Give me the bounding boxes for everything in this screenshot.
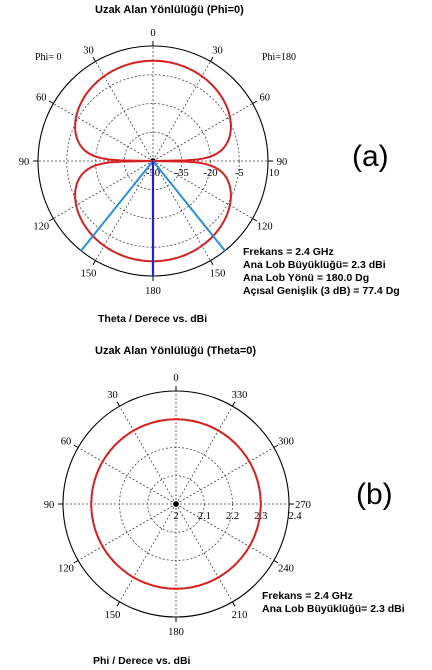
chart-b-tick-mark <box>116 401 120 407</box>
chart-a-radial-tick-label: -35 <box>175 168 189 179</box>
chart-b-info-line: Frekans = 2.4 GHz <box>262 590 353 602</box>
chart-b-footer: Phi / Derece vs. dBi <box>93 655 191 667</box>
chart-a-beamwidth-line <box>80 160 154 252</box>
chart-b-angle-tick-label: 330 <box>232 390 248 401</box>
chart-a-angle-tick-label: 30 <box>212 45 223 56</box>
chart-a-tick-mark <box>210 260 214 266</box>
chart-a-plot: 0306090120150180150120906030-50-35-20-51… <box>19 28 288 297</box>
chart-a-radial-tick-label: 10 <box>269 168 280 179</box>
chart-a-tick-mark <box>48 100 54 104</box>
chart-a-grid-spoke <box>95 160 154 261</box>
chart-b-gain-curve <box>90 418 262 590</box>
chart-b-tick-mark <box>232 601 236 607</box>
chart-b-center-marker <box>173 501 179 507</box>
chart-a-tick-mark <box>48 218 54 222</box>
chart-b-grid-spoke <box>175 447 275 505</box>
chart-b-grid-spoke <box>77 503 177 561</box>
chart-b-angle-tick-label: 180 <box>168 627 184 638</box>
chart-b-tick-mark <box>273 560 279 564</box>
chart-b-radial-tick-label: 2.4 <box>288 511 302 522</box>
chart-a-grid-spoke <box>152 103 253 162</box>
chart-b-plot: 0 30 60 90 120 150 180 210 240 270 300 330 2 2.1 2.2 2.… <box>44 373 311 638</box>
chart-b-radial-tick-label: 2.2 <box>226 511 239 522</box>
chart-a-tick-mark <box>92 260 96 266</box>
chart-b-panel-label: (b) <box>356 478 393 511</box>
chart-b-angle-tick-label: 90 <box>44 500 55 511</box>
chart-b-angle-tick-label: 270 <box>295 500 311 511</box>
chart-a-info-line: Ana Lob Yönü = 180.0 Dg <box>243 272 370 284</box>
chart-a-grid-spoke <box>152 160 253 219</box>
chart-b-angle-tick-label: 240 <box>278 564 294 575</box>
chart-a-info: Frekans = 2.4 GHz Ana Lob Büyüklüğü= 2.3… <box>243 246 400 298</box>
chart-b-angle-tick-label: 150 <box>105 610 121 621</box>
chart-a-title: Uzak Alan Yönlülüğü (Phi=0) <box>95 4 244 16</box>
chart-a-angle-tick-label: 60 <box>36 93 47 104</box>
chart-b-radial-tick-label: 2.1 <box>198 511 211 522</box>
chart-a-right-label: Phi=180 <box>262 52 296 63</box>
chart-b-grid-spoke <box>119 503 177 603</box>
chart-b-angle-tick-label: 210 <box>232 610 248 621</box>
chart-b-tick-mark <box>73 560 79 564</box>
chart-a-info-line: Ana Lob Büyüklüğü= 2.3 dBi <box>243 259 386 271</box>
chart-b-tick-mark <box>232 401 236 407</box>
chart-a-info-line: Frekans = 2.4 GHz <box>243 246 334 258</box>
chart-a-grid-spoke <box>152 160 211 261</box>
chart-b-angle-tick-label: 300 <box>278 437 294 448</box>
chart-a-beamwidth-line <box>152 160 226 252</box>
chart-b-tick-mark <box>273 444 279 448</box>
chart-b-grid-spoke <box>175 405 233 505</box>
chart-a-angle-tick-label: 0 <box>150 28 155 39</box>
chart-a-angle-tick-label: 90 <box>19 157 30 168</box>
chart-b-grid-spoke <box>77 447 177 505</box>
chart-a-grid-spoke <box>95 61 154 162</box>
chart-a-tick-mark <box>252 218 258 222</box>
chart-a-angle-tick-label: 120 <box>257 222 273 233</box>
chart-b-angle-tick-label: 0 <box>173 373 178 384</box>
chart-b-angle-tick-label: 120 <box>58 564 74 575</box>
chart-b-title: Uzak Alan Yönlülüğü (Theta=0) <box>95 345 257 357</box>
chart-b-tick-mark <box>116 601 120 607</box>
chart-b-radial-tick-label: 2 <box>173 511 178 522</box>
chart-a-angle-tick-label: 90 <box>277 157 288 168</box>
chart-a-angle-tick-label: 180 <box>145 286 161 297</box>
chart-a-grid-ring <box>66 74 240 248</box>
chart-a-angle-tick-label: 30 <box>83 45 94 56</box>
chart-b-tick-mark <box>73 444 79 448</box>
chart-a-angle-tick-label: 60 <box>259 93 270 104</box>
chart-a-radial-tick-label: -20 <box>204 168 218 179</box>
chart-b-angle-tick-label: 60 <box>61 437 72 448</box>
chart-a-tick-mark <box>92 56 96 62</box>
chart-b-grid-spoke <box>175 503 275 561</box>
chart-b-angle-tick-label: 30 <box>107 390 118 401</box>
chart-a-info-line: Açısal Genişlik (3 dB) = 77.4 Dg <box>243 285 400 297</box>
chart-a-panel-label: (a) <box>352 140 389 173</box>
chart-a-radial-tick-label: -5 <box>235 168 244 179</box>
chart-a-grid-spoke <box>53 103 154 162</box>
chart-a-tick-mark <box>210 56 214 62</box>
chart-a-angle-tick-label: 150 <box>210 269 226 280</box>
chart-b-grid-spoke <box>175 503 233 603</box>
chart-a-tick-mark <box>252 100 258 104</box>
chart-a-grid-spoke <box>152 61 211 162</box>
chart-a-angle-tick-label: 150 <box>81 269 97 280</box>
chart-a-footer: Theta / Derece vs. dBi <box>98 313 208 325</box>
chart-b-grid-spoke <box>119 405 177 505</box>
chart-a-left-label: Phi= 0 <box>35 52 62 63</box>
chart-b-info-line: Ana Lob Büyüklüğü= 2.3 dBi <box>262 603 405 615</box>
chart-a-angle-tick-label: 120 <box>33 222 49 233</box>
chart-b-info: Frekans = 2.4 GHz Ana Lob Büyüklüğü= 2.3… <box>262 590 405 616</box>
chart-a-grid-spoke <box>53 160 154 219</box>
